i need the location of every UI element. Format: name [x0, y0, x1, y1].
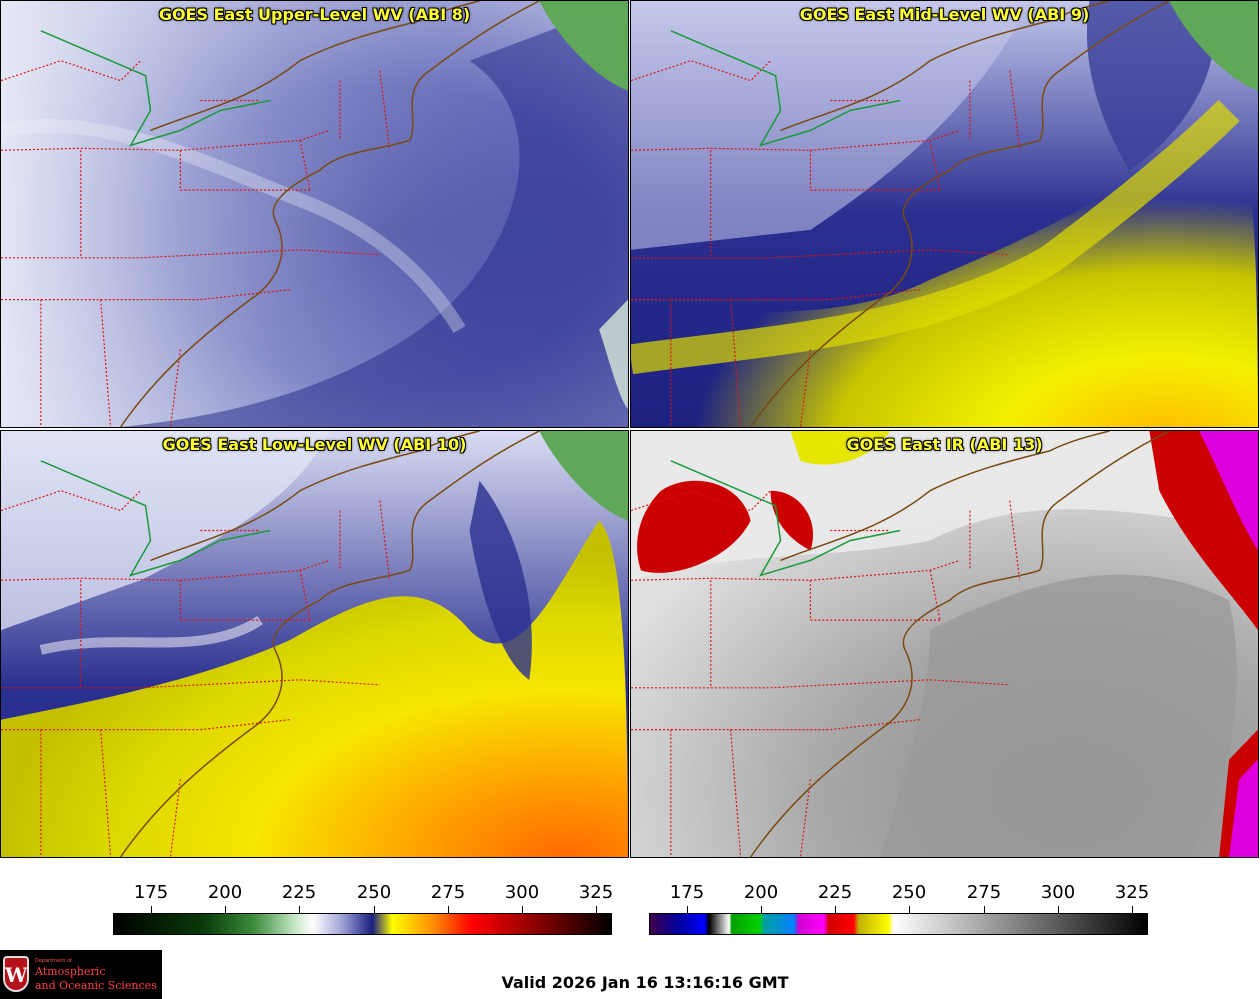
colorbar-tick-mark: [1058, 906, 1059, 913]
colorbar-tick-mark: [835, 906, 836, 913]
colorbar-tick-label: 325: [1114, 882, 1150, 903]
colorbar-tick-mark: [761, 906, 762, 913]
colorbar-tick-label: 275: [430, 882, 466, 903]
colorbar-tick-label: 300: [504, 882, 540, 903]
colorbar-tick-mark: [299, 906, 300, 913]
ir-image: [631, 431, 1258, 857]
valid-time: Valid 2026 Jan 16 13:16:16 GMT: [501, 973, 789, 992]
panel-upper-level-wv: GOES East Upper-Level WV (ABI 8): [0, 0, 629, 428]
mid-level-wv-image: [631, 1, 1258, 427]
colorbar-tick-label: 225: [281, 882, 317, 903]
colorbar-tick-label: 250: [891, 882, 927, 903]
ir-colorbar: 175 200 225 250 275 300 325: [649, 882, 1149, 935]
colorbar-tick-label: 275: [966, 882, 1002, 903]
colorbar-tick-mark: [225, 906, 226, 913]
logo-line-1: Atmospheric: [35, 965, 106, 978]
colorbar-tick-mark: [596, 906, 597, 913]
colorbar-tick-mark: [687, 906, 688, 913]
colorbar-tick-mark: [448, 906, 449, 913]
panel-title: GOES East Low-Level WV (ABI 10): [162, 435, 467, 454]
wv-colorbar: 175 200 225 250 275 300 325: [113, 882, 613, 935]
low-level-wv-image: [1, 431, 628, 857]
colorbar-tick-label: 200: [743, 882, 779, 903]
colorbar-tick-mark: [909, 906, 910, 913]
panel-title: GOES East Mid-Level WV (ABI 9): [799, 5, 1090, 24]
wv-colorbar-gradient: [113, 913, 612, 935]
colorbar-tick-label: 325: [578, 882, 614, 903]
colorbar-tick-mark: [151, 906, 152, 913]
colorbar-tick-label: 175: [133, 882, 169, 903]
colorbar-tick-label: 200: [207, 882, 243, 903]
colorbar-tick-mark: [522, 906, 523, 913]
logo-line-2: and Oceanic Sciences: [35, 979, 157, 992]
colorbar-tick-label: 225: [817, 882, 853, 903]
panel-title: GOES East IR (ABI 13): [846, 435, 1043, 454]
colorbar-tick-label: 250: [356, 882, 392, 903]
ir-colorbar-gradient: [649, 913, 1148, 935]
colorbar-tick-label: 175: [669, 882, 705, 903]
panel-low-level-wv: GOES East Low-Level WV (ABI 10): [0, 430, 629, 858]
aos-logo: W Department of Atmospheric and Oceanic …: [0, 950, 162, 999]
panel-ir: GOES East IR (ABI 13): [630, 430, 1259, 858]
panel-title: GOES East Upper-Level WV (ABI 8): [158, 5, 471, 24]
colorbar-tick-mark: [984, 906, 985, 913]
uw-shield-icon: W: [3, 956, 29, 992]
upper-level-wv-image: [1, 1, 628, 427]
colorbar-tick-mark: [1132, 906, 1133, 913]
colorbar-tick-mark: [374, 906, 375, 913]
panel-mid-level-wv: GOES East Mid-Level WV (ABI 9): [630, 0, 1259, 428]
logo-dept: Department of: [35, 958, 72, 964]
colorbar-tick-label: 300: [1040, 882, 1076, 903]
